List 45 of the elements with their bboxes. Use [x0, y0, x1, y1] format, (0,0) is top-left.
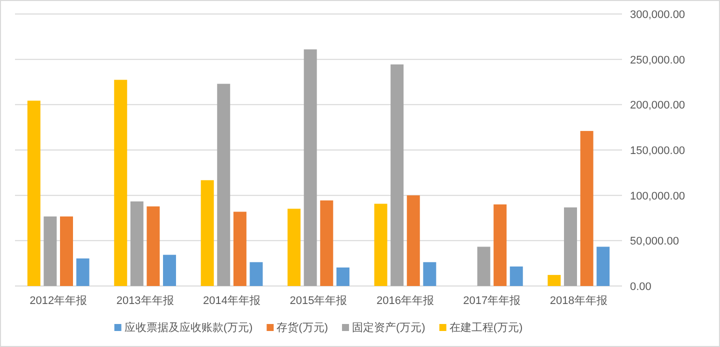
y-tick-label: 50,000.00: [630, 236, 679, 248]
x-tick-label: 2013年年报: [116, 295, 174, 307]
y-tick-label: 100,000.00: [630, 190, 686, 202]
y-tick-label: 250,000.00: [630, 54, 686, 66]
bar: [548, 274, 561, 286]
bar: [44, 216, 57, 286]
bar: [320, 200, 334, 286]
bar: [76, 258, 90, 286]
bar: [146, 206, 160, 286]
bar: [200, 180, 214, 286]
x-tick-label: 2017年年报: [463, 295, 521, 307]
bar: [406, 195, 420, 286]
y-tick-label: 300,000.00: [630, 9, 686, 21]
x-tick-label: 2015年年报: [290, 295, 348, 307]
bar: [510, 266, 523, 286]
bar: [564, 207, 577, 286]
bar: [304, 49, 317, 286]
bar: [494, 204, 507, 286]
bar: [580, 130, 594, 286]
legend-label: 存货(万元): [276, 322, 328, 334]
legend-label: 在建工程(万元): [449, 321, 523, 334]
bar: [477, 246, 490, 286]
bar: [233, 212, 246, 286]
y-tick-label: 150,000.00: [630, 145, 686, 157]
x-tick-label: 2014年年报: [203, 295, 261, 307]
bar: [130, 201, 144, 286]
bar: [250, 262, 263, 286]
x-tick-label: 2018年年报: [550, 295, 608, 307]
bar: [423, 262, 436, 286]
bar: [27, 100, 40, 286]
y-tick-label: 200,000.00: [630, 100, 686, 112]
bar: [374, 204, 388, 286]
bar: [288, 208, 301, 286]
x-tick-label: 2012年年报: [30, 295, 88, 307]
bar: [60, 216, 74, 286]
bar: [596, 246, 610, 286]
bar: [163, 254, 176, 286]
bar: [114, 80, 128, 286]
legend-label: 应收票据及应收账款(万元): [124, 321, 253, 334]
bar: [217, 84, 230, 286]
bar: [336, 268, 350, 286]
y-tick-label: 0.00: [630, 281, 652, 293]
legend-label: 固定资产(万元): [352, 321, 426, 334]
x-tick-label: 2016年年报: [376, 295, 434, 307]
bar: [390, 64, 404, 286]
